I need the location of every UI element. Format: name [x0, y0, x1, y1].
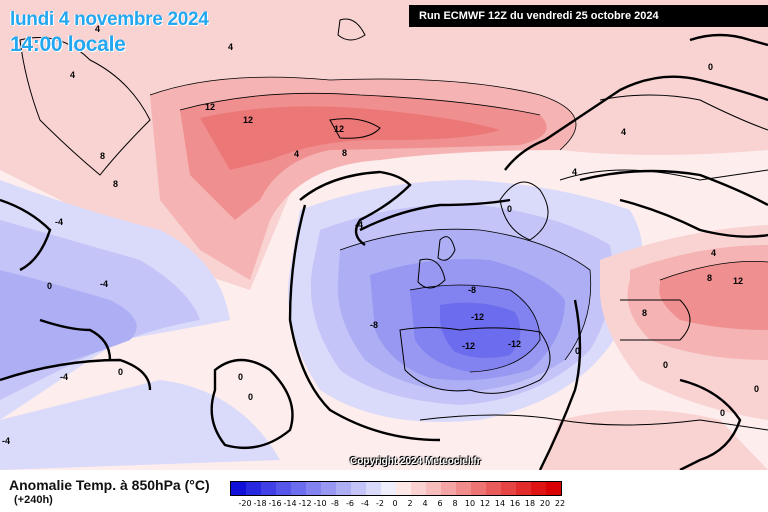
contour-label: 8	[707, 273, 712, 283]
legend-tick-label: -16	[268, 499, 282, 508]
contour-label: 8	[642, 308, 647, 318]
legend-tick-label: 18	[524, 499, 536, 508]
legend-swatch	[306, 482, 321, 495]
forecast-date-title: lundi 4 novembre 2024	[10, 9, 209, 30]
legend-tick-label: -12	[298, 499, 312, 508]
contour-label: 4	[572, 167, 577, 177]
legend-tick-label: 0	[392, 499, 398, 508]
legend-swatch	[321, 482, 336, 495]
variable-label: Anomalie Temp. à 850hPa (°C)	[9, 477, 210, 493]
contour-label: -12	[471, 312, 484, 322]
legend-tick-label: 14	[494, 499, 506, 508]
contour-label: 12	[205, 102, 215, 112]
legend-swatch	[486, 482, 501, 495]
contour-label: -12	[462, 341, 475, 351]
contour-label: 12	[733, 276, 743, 286]
contour-label: 12	[243, 115, 253, 125]
legend-tick-label: -20	[238, 499, 252, 508]
legend-tick-label: -6	[346, 499, 354, 508]
contour-label: -4	[100, 279, 108, 289]
legend-tick-label: -2	[376, 499, 384, 508]
contour-label: 4	[95, 24, 100, 34]
lead-time-label: (+240h)	[14, 494, 53, 506]
temperature-anomaly-map: 4 4 4 12 12 12 8 8 8 4 0 0 4 4 -4 -4 0 -…	[0, 0, 768, 470]
contour-label: 0	[118, 367, 123, 377]
forecast-time-title: 14:00 locale	[10, 33, 126, 56]
contour-label: 0	[507, 204, 512, 214]
model-run-banner: Run ECMWF 12Z du vendredi 25 octobre 202…	[409, 5, 768, 27]
legend-tick-label: -14	[283, 499, 297, 508]
legend-tick-label: 16	[509, 499, 521, 508]
contour-label: 0	[238, 372, 243, 382]
legend-swatch	[441, 482, 456, 495]
legend-tick-label: 12	[479, 499, 491, 508]
legend-swatch	[351, 482, 366, 495]
color-scale-ticks: -20 -18 -16 -14 -12 -10 -8 -6 -4 -2 0 2 4 6 8 10 12 14 16 1…	[230, 499, 575, 511]
legend-swatch	[381, 482, 396, 495]
contour-label: -4	[355, 220, 363, 230]
contour-label: 4	[70, 70, 75, 80]
legend-swatch	[531, 482, 546, 495]
legend-tick-label: 22	[554, 499, 566, 508]
legend-swatch	[411, 482, 426, 495]
legend-swatch	[501, 482, 516, 495]
contour-label: 8	[113, 179, 118, 189]
legend-tick-label: -10	[313, 499, 327, 508]
contour-label: 4	[711, 248, 716, 258]
contour-label: 8	[100, 151, 105, 161]
legend-swatch	[456, 482, 471, 495]
legend-tick-label: 8	[452, 499, 458, 508]
legend-tick-label: 20	[539, 499, 551, 508]
legend-tick-label: -18	[253, 499, 267, 508]
contour-label: 0	[708, 62, 713, 72]
contour-label: 4	[228, 42, 233, 52]
legend-swatch	[261, 482, 276, 495]
legend-swatch	[471, 482, 486, 495]
legend-swatch	[291, 482, 306, 495]
copyright-notice: Copyright 2024 Meteociel.fr	[350, 456, 481, 467]
contour-label: 0	[47, 281, 52, 291]
contour-label: -8	[468, 285, 476, 295]
contour-label: -4	[2, 436, 10, 446]
legend-tick-label: -8	[331, 499, 339, 508]
legend-swatch	[336, 482, 351, 495]
legend-swatch	[516, 482, 531, 495]
contour-label: 0	[754, 384, 759, 394]
contour-label: 4	[621, 127, 626, 137]
contour-label: 0	[248, 392, 253, 402]
legend-tick-label: 10	[464, 499, 476, 508]
legend-swatch	[231, 482, 246, 495]
contour-label: 0	[575, 346, 580, 356]
contour-label: -4	[55, 217, 63, 227]
legend-swatch	[426, 482, 441, 495]
legend-tick-label: 2	[407, 499, 413, 508]
contour-label: 8	[342, 148, 347, 158]
contour-label: 0	[720, 408, 725, 418]
legend-swatch	[546, 482, 561, 495]
contour-label: 4	[294, 149, 299, 159]
legend-tick-label: -4	[361, 499, 369, 508]
legend-swatch	[396, 482, 411, 495]
legend-tick-label: 6	[437, 499, 443, 508]
legend-swatch	[366, 482, 381, 495]
contour-label: -12	[508, 339, 521, 349]
contour-label: 12	[334, 124, 344, 134]
contour-label: -4	[60, 372, 68, 382]
contour-label: -8	[370, 320, 378, 330]
contour-label: 0	[663, 360, 668, 370]
legend-swatch	[246, 482, 261, 495]
color-scale-bar	[230, 481, 562, 496]
legend-tick-label: 4	[422, 499, 428, 508]
legend-swatch	[276, 482, 291, 495]
